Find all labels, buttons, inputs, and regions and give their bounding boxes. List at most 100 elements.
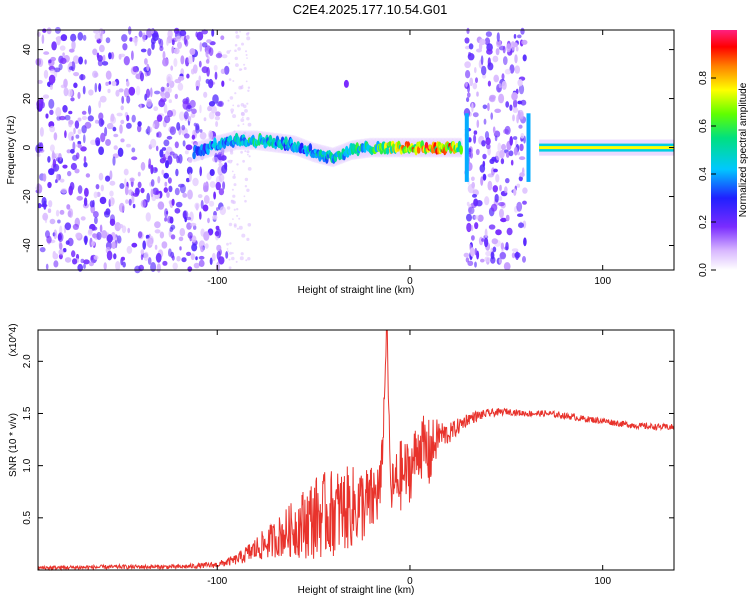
noise-blob — [168, 99, 172, 104]
noise-blob — [46, 27, 52, 35]
noise-speck — [244, 185, 248, 188]
noise-blob — [156, 131, 162, 138]
noise-blob — [140, 199, 147, 208]
noise-blob — [177, 76, 185, 81]
noise-blob — [195, 203, 199, 211]
noise-speck — [228, 258, 231, 261]
noise-blob — [503, 262, 511, 271]
noise-speck — [241, 233, 246, 238]
noise-blob — [145, 88, 151, 99]
noise-blob — [120, 138, 125, 143]
noise-blob — [186, 251, 192, 256]
noise-blob — [476, 119, 480, 128]
noise-blob — [175, 168, 179, 177]
noise-blob — [510, 159, 514, 166]
noise-blob — [140, 48, 147, 53]
noise-blob — [66, 204, 71, 210]
noise-blob — [157, 176, 161, 184]
noise-blob — [156, 263, 161, 273]
y-tick-label: 1.0 — [22, 458, 33, 472]
noise-speck — [245, 32, 250, 36]
noise-blob — [140, 187, 145, 194]
noise-speck — [237, 104, 240, 108]
noise-blob — [39, 126, 44, 137]
noise-blob — [204, 243, 209, 249]
noise-blob — [174, 208, 181, 214]
noise-blob — [137, 231, 143, 239]
noise-blob — [80, 73, 84, 81]
noise-blob — [146, 98, 152, 108]
noise-blob — [195, 256, 198, 261]
noise-speck — [236, 227, 239, 230]
spectrogram-noise — [35, 26, 528, 274]
noise-blob — [127, 227, 131, 234]
noise-blob — [467, 260, 474, 266]
noise-blob — [106, 250, 113, 261]
colorbar-label: Normalized spectral amplitude — [738, 82, 749, 217]
noise-blob — [176, 255, 181, 262]
noise-blob — [489, 94, 496, 100]
noise-blob — [154, 229, 161, 234]
noise-blob — [75, 232, 82, 239]
noise-blob — [59, 178, 65, 183]
spectrogram-frame — [37, 29, 675, 271]
noise-blob — [511, 252, 516, 259]
x-tick-label: 0 — [407, 576, 413, 587]
noise-blob — [187, 231, 193, 239]
noise-blob — [37, 203, 42, 209]
spectrogram-ticks: -100 0 100 -40 -20 0 20 40 — [22, 30, 674, 287]
noise-blob — [137, 171, 141, 177]
noise-blob — [43, 51, 50, 55]
noise-blob — [116, 112, 123, 117]
noise-blob — [95, 184, 100, 190]
noise-blob — [90, 139, 97, 145]
noise-blob — [518, 222, 524, 228]
noise-blob — [522, 187, 528, 194]
noise-speck — [232, 114, 237, 119]
noise-speck — [232, 104, 235, 107]
noise-blob — [163, 103, 168, 114]
noise-speck — [229, 96, 234, 100]
noise-blob — [167, 215, 173, 224]
noise-blob — [478, 42, 483, 51]
x-tick-label: -100 — [207, 276, 227, 287]
noise-speck — [244, 177, 249, 182]
noise-blob — [164, 115, 171, 124]
noise-blob — [200, 245, 205, 253]
noise-blob — [88, 105, 92, 115]
noise-blob — [208, 111, 215, 120]
noise-blob — [501, 73, 505, 80]
noise-blob — [108, 81, 112, 85]
noise-blob — [176, 155, 180, 164]
noise-blob — [203, 91, 208, 98]
noise-blob — [179, 29, 187, 37]
noise-blob — [493, 74, 500, 83]
noise-blob — [106, 234, 113, 243]
noise-blob — [47, 156, 51, 163]
noise-blob — [123, 168, 129, 176]
noise-speck — [241, 84, 244, 87]
noise-blob — [173, 27, 180, 34]
noise-blob — [49, 84, 54, 90]
noise-blob — [476, 250, 480, 260]
noise-blob — [77, 129, 82, 135]
noise-blob — [154, 221, 161, 229]
noise-speck — [226, 50, 230, 54]
noise-blob — [47, 181, 52, 189]
noise-blob — [72, 223, 79, 230]
noise-speck — [243, 195, 246, 198]
noise-blob — [99, 95, 107, 103]
noise-blob — [146, 125, 151, 136]
noise-blob — [514, 54, 518, 64]
y-tick-label: 0.5 — [22, 510, 33, 524]
noise-speck — [242, 159, 246, 163]
noise-blob — [493, 168, 498, 173]
noise-speck — [247, 86, 251, 89]
noise-blob — [515, 88, 519, 95]
noise-blob — [473, 130, 478, 135]
noise-speck — [234, 92, 237, 95]
noise-speck — [228, 266, 232, 270]
noise-blob — [187, 189, 193, 200]
noise-blob — [467, 53, 475, 61]
